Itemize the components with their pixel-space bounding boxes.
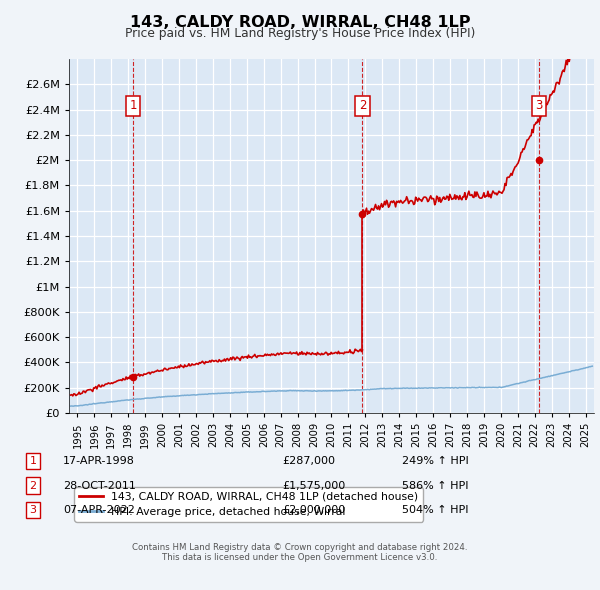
Text: £287,000: £287,000 (282, 457, 335, 466)
Text: Contains HM Land Registry data © Crown copyright and database right 2024.: Contains HM Land Registry data © Crown c… (132, 543, 468, 552)
Text: £1,575,000: £1,575,000 (282, 481, 345, 490)
Text: 3: 3 (29, 505, 37, 514)
Text: 28-OCT-2011: 28-OCT-2011 (63, 481, 136, 490)
Text: 586% ↑ HPI: 586% ↑ HPI (402, 481, 469, 490)
Text: 2: 2 (29, 481, 37, 490)
Text: This data is licensed under the Open Government Licence v3.0.: This data is licensed under the Open Gov… (163, 553, 437, 562)
Text: 2: 2 (359, 99, 366, 112)
Legend: 143, CALDY ROAD, WIRRAL, CH48 1LP (detached house), HPI: Average price, detached: 143, CALDY ROAD, WIRRAL, CH48 1LP (detac… (74, 487, 423, 522)
Text: 1: 1 (29, 457, 37, 466)
Text: 1: 1 (130, 99, 137, 112)
Text: 17-APR-1998: 17-APR-1998 (63, 457, 135, 466)
Text: 249% ↑ HPI: 249% ↑ HPI (402, 457, 469, 466)
Text: 3: 3 (536, 99, 543, 112)
Text: 143, CALDY ROAD, WIRRAL, CH48 1LP: 143, CALDY ROAD, WIRRAL, CH48 1LP (130, 15, 470, 30)
Text: 07-APR-2022: 07-APR-2022 (63, 505, 135, 514)
Text: £2,000,000: £2,000,000 (282, 505, 345, 514)
Text: Price paid vs. HM Land Registry's House Price Index (HPI): Price paid vs. HM Land Registry's House … (125, 27, 475, 40)
Text: 504% ↑ HPI: 504% ↑ HPI (402, 505, 469, 514)
